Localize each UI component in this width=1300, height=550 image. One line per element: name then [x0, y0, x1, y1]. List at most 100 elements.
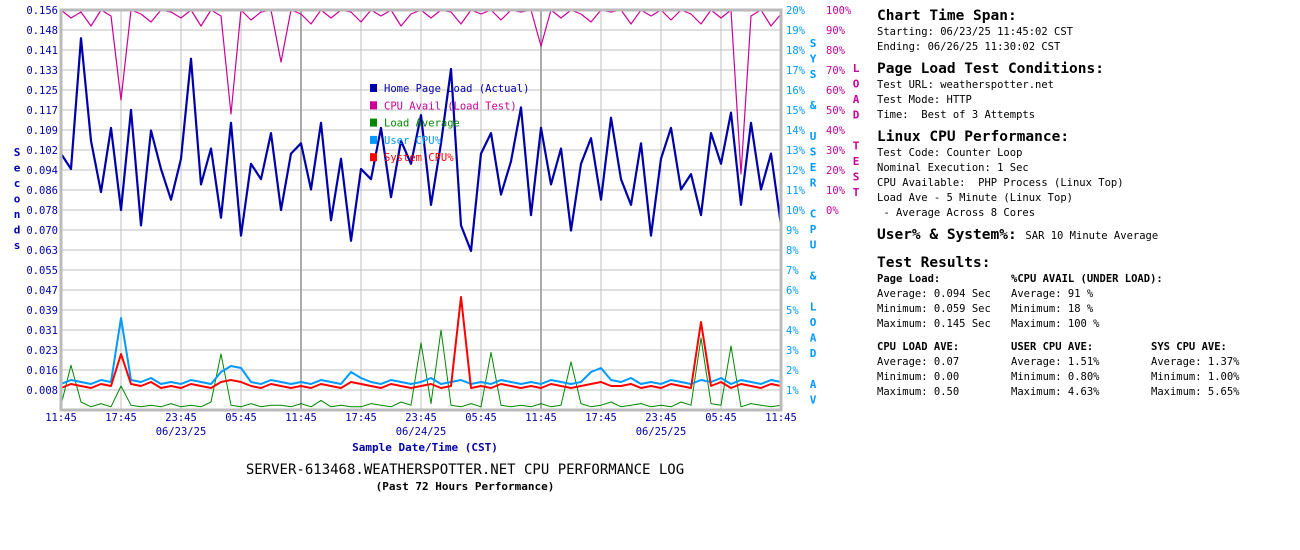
- right-cpu-tick-label: 17%: [786, 65, 806, 77]
- right-loadtest-tick-label: 80%: [826, 45, 846, 57]
- chart-title: SERVER-613468.WEATHERSPOTTER.NET CPU PER…: [245, 462, 685, 478]
- left-tick-label: 0.156: [26, 5, 58, 17]
- conditions-heading: Page Load Test Conditions:: [877, 61, 1104, 77]
- right-cpu-tick-label: 2%: [786, 365, 799, 377]
- right-cpu-tick-label: 5%: [786, 305, 799, 317]
- results-row-1: Page Load: Average: 0.094 Sec Minimum: 0…: [877, 272, 1297, 332]
- legend-swatch-sys: [370, 153, 377, 162]
- user-cpu-min: Minimum: 0.80%: [1011, 371, 1100, 383]
- user-cpu-avg: Average: 1.51%: [1011, 356, 1100, 368]
- results-section: Test Results: Page Load: Average: 0.094 …: [877, 255, 1297, 400]
- y-axis-label-loadtest-char: T: [853, 140, 860, 153]
- sys-cpu-max: Maximum: 5.65%: [1151, 386, 1240, 398]
- y-axis-label-cpu-char: A: [810, 378, 817, 391]
- legend-label-page: Home Page Load (Actual): [384, 83, 529, 95]
- cpu-avail-label: %CPU AVAIL (UNDER LOAD):: [1011, 273, 1163, 285]
- left-tick-label: 0.023: [26, 345, 58, 357]
- time-span-section: Chart Time Span: Starting: 06/23/25 11:4…: [877, 8, 1297, 55]
- sys-cpu-avg: Average: 1.37%: [1151, 356, 1240, 368]
- right-cpu-tick-label: 11%: [786, 185, 806, 197]
- y-axis-label-left-char: n: [14, 208, 21, 221]
- right-cpu-tick-label: 19%: [786, 25, 806, 37]
- y-axis-label-cpu-char: P: [810, 223, 817, 236]
- legend-swatch-load: [370, 118, 377, 127]
- y-axis-label-cpu-char: U: [810, 130, 817, 143]
- right-loadtest-tick-label: 10%: [826, 185, 846, 197]
- y-axis-label-cpu-char: D: [810, 347, 817, 360]
- legend-label-avail: CPU Avail (Load Test): [384, 100, 517, 112]
- y-axis-label-cpu-char: R: [810, 177, 817, 190]
- load-ave-max: Maximum: 0.50: [877, 386, 960, 398]
- y-axis-label-left-char: o: [14, 193, 21, 206]
- sys-cpu-results: SYS CPU AVE: Average: 1.37% Minimum: 1.0…: [1151, 340, 1285, 400]
- right-loadtest-tick-label: 90%: [826, 25, 846, 37]
- x-tick-label: 05:45: [465, 412, 497, 424]
- results-row-2: CPU LOAD AVE: Average: 0.07 Minimum: 0.0…: [877, 340, 1297, 400]
- x-tick-label: 11:45: [525, 412, 557, 424]
- test-code: Test Code: Counter Loop: [877, 147, 1023, 159]
- right-cpu-tick-label: 8%: [786, 245, 799, 257]
- info-panel: Chart Time Span: Starting: 06/23/25 11:4…: [877, 8, 1297, 406]
- left-tick-label: 0.141: [26, 45, 58, 57]
- test-time: Time: Best of 3 Attempts: [877, 109, 1036, 121]
- cpu-avail-min: Minimum: 18 %: [1011, 303, 1094, 315]
- right-cpu-tick-label: 9%: [786, 225, 799, 237]
- right-loadtest-tick-label: 40%: [826, 125, 846, 137]
- y-axis-label-cpu-char: &: [810, 270, 817, 283]
- linux-heading: Linux CPU Performance:: [877, 129, 1070, 145]
- legend-swatch-user: [370, 135, 377, 144]
- right-cpu-tick-label: 15%: [786, 105, 806, 117]
- usersys-section: User% & System%: SAR 10 Minute Average: [877, 227, 1297, 245]
- right-cpu-tick-label: 3%: [786, 345, 799, 357]
- load-ave-avg: Average: 0.07: [877, 356, 960, 368]
- left-tick-label: 0.094: [26, 165, 58, 177]
- right-cpu-tick-label: 6%: [786, 285, 799, 297]
- legend-label-user: User CPU%: [384, 135, 442, 147]
- usersys-heading: User% & System%: SAR 10 Minute Average: [877, 227, 1297, 245]
- right-loadtest-tick-label: 20%: [826, 165, 846, 177]
- series-line-page: [60, 37, 783, 253]
- right-loadtest-tick-label: 60%: [826, 85, 846, 97]
- legend-label-load: Load Average: [384, 118, 460, 130]
- x-tick-label: 11:45: [45, 412, 77, 424]
- left-tick-label: 0.016: [26, 365, 58, 377]
- page-load-label: Page Load:: [877, 273, 941, 285]
- right-cpu-tick-label: 1%: [786, 385, 799, 397]
- y-axis-label-left-char: c: [14, 177, 21, 190]
- left-tick-label: 0.117: [26, 105, 58, 117]
- cpu-available: CPU Available: PHP Process (Linux Top): [877, 177, 1124, 189]
- left-tick-label: 0.148: [26, 25, 58, 37]
- left-tick-label: 0.047: [26, 285, 58, 297]
- date-label: 06/23/25: [156, 426, 207, 438]
- y-axis-label-cpu-char: A: [810, 332, 817, 345]
- right-loadtest-tick-label: 100%: [826, 5, 852, 17]
- load-ave-results: CPU LOAD AVE: Average: 0.07 Minimum: 0.0…: [877, 340, 1011, 400]
- left-tick-label: 0.133: [26, 65, 58, 77]
- y-axis-label-loadtest-char: D: [853, 109, 860, 122]
- end-time: Ending: 06/26/25 11:30:02 CST: [877, 41, 1061, 53]
- sys-cpu-min: Minimum: 1.00%: [1151, 371, 1240, 383]
- legend-swatch-avail: [370, 101, 377, 110]
- left-tick-label: 0.063: [26, 245, 58, 257]
- page-load-max: Maximum: 0.145 Sec: [877, 318, 991, 330]
- y-axis-label-loadtest-char: E: [853, 155, 860, 168]
- left-tick-label: 0.031: [26, 325, 58, 337]
- y-axis-label-cpu-char: E: [810, 161, 817, 174]
- user-cpu-results: USER CPU AVE: Average: 1.51% Minimum: 0.…: [1011, 340, 1151, 400]
- linux-section: Linux CPU Performance: Test Code: Counte…: [877, 129, 1297, 221]
- series-line-load: [60, 329, 782, 408]
- right-loadtest-tick-label: 30%: [826, 145, 846, 157]
- cpu-avail-max: Maximum: 100 %: [1011, 318, 1100, 330]
- performance-chart: Home Page Load (Actual) CPU Avail (Load T…: [14, 5, 860, 454]
- y-axis-label-left-char: s: [14, 239, 21, 252]
- right-cpu-tick-label: 14%: [786, 125, 806, 137]
- load-ave-label: CPU LOAD AVE:: [877, 341, 960, 353]
- chart-subtitle: (Past 72 Hours Performance): [375, 480, 555, 493]
- y-axis-label-loadtest-char: S: [853, 171, 860, 184]
- y-axis-label-left-char: d: [14, 224, 21, 237]
- right-loadtest-tick-label: 0%: [826, 205, 839, 217]
- results-heading: Test Results:: [877, 255, 991, 271]
- load-ave-min: Minimum: 0.00: [877, 371, 960, 383]
